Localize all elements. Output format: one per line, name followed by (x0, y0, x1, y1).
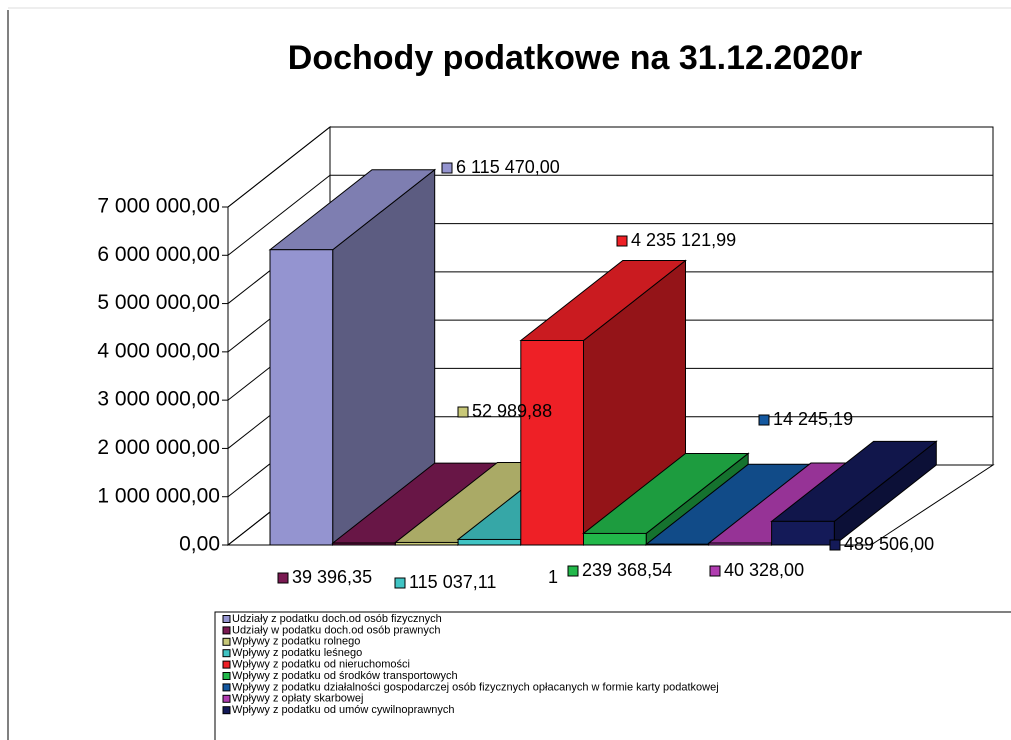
legend-label: Wpływy z podatku od środków transportowy… (232, 670, 458, 682)
legend-marker (222, 626, 231, 635)
legend-label: Wpływy z opłaty skarbowej (232, 693, 363, 705)
y-tick-label: 6 000 000,00 (97, 243, 220, 266)
y-tick-label: 5 000 000,00 (97, 291, 220, 314)
legend-label: Wpływy z podatku od nieruchomości (232, 659, 410, 671)
y-tick-label: 7 000 000,00 (97, 195, 220, 218)
label-key (616, 235, 628, 247)
legend-marker (222, 706, 231, 715)
bar (771, 520, 835, 546)
legend-box (214, 611, 1011, 740)
y-tick-label: 0,00 (179, 533, 220, 556)
y-tick-label: 3 000 000,00 (97, 388, 220, 411)
label-key (758, 414, 770, 426)
legend-marker (222, 615, 231, 623)
y-tick-label: 2 000 000,00 (97, 436, 220, 459)
data-label: 6 115 470,00 (456, 157, 560, 177)
label-key (829, 539, 841, 551)
grid-line (227, 126, 331, 208)
label-key (457, 406, 469, 418)
bar (457, 538, 522, 546)
legend-marker (222, 649, 231, 658)
bar (583, 532, 647, 546)
legend-marker (222, 694, 231, 703)
label-key (709, 565, 721, 577)
data-label: 40 328,00 (724, 560, 804, 580)
label-key (567, 565, 579, 577)
data-label: 115 037,11 (409, 572, 496, 592)
legend-label: Wpływy z podatku rolnego (232, 636, 360, 648)
data-label: 239 368,54 (582, 560, 672, 580)
legend-label: Wpływy z podatku działalności gospodarcz… (232, 681, 719, 693)
legend-label: Udziały z podatku doch.od osób fizycznyc… (232, 613, 442, 625)
bar (332, 542, 396, 546)
label-key (441, 162, 453, 174)
data-label: 489 506,00 (844, 534, 934, 554)
bar (645, 543, 710, 546)
chart-title: Dochody podatkowe na 31.12.2020r (288, 39, 862, 77)
legend-marker (222, 637, 231, 646)
bar (708, 542, 773, 546)
grid-line (227, 174, 331, 256)
label-key (394, 577, 406, 589)
legend-marker (222, 660, 231, 669)
data-label: 14 245,19 (773, 409, 853, 429)
label-key (277, 572, 289, 584)
y-tick-label: 4 000 000,00 (97, 339, 220, 362)
legend-marker (222, 683, 231, 692)
data-label: 52 989,88 (472, 401, 552, 421)
data-label: 39 396,35 (292, 567, 372, 587)
legend-marker (222, 672, 231, 680)
y-tick-label: 1 000 000,00 (97, 484, 220, 507)
bar (269, 249, 334, 546)
legend-label: Udziały w podatku doch.od osób prawnych (232, 624, 441, 636)
data-label: 4 235 121,99 (631, 230, 736, 250)
legend: Udziały z podatku doch.od osób fizycznyc… (214, 611, 1011, 740)
legend-label: Wpływy z podatku od umów cywilnoprawnych (232, 704, 455, 716)
bar (394, 541, 459, 546)
x-tick-label: 1 (548, 567, 558, 587)
legend-label: Wpływy z podatku leśnego (232, 647, 362, 659)
bar (520, 340, 584, 546)
